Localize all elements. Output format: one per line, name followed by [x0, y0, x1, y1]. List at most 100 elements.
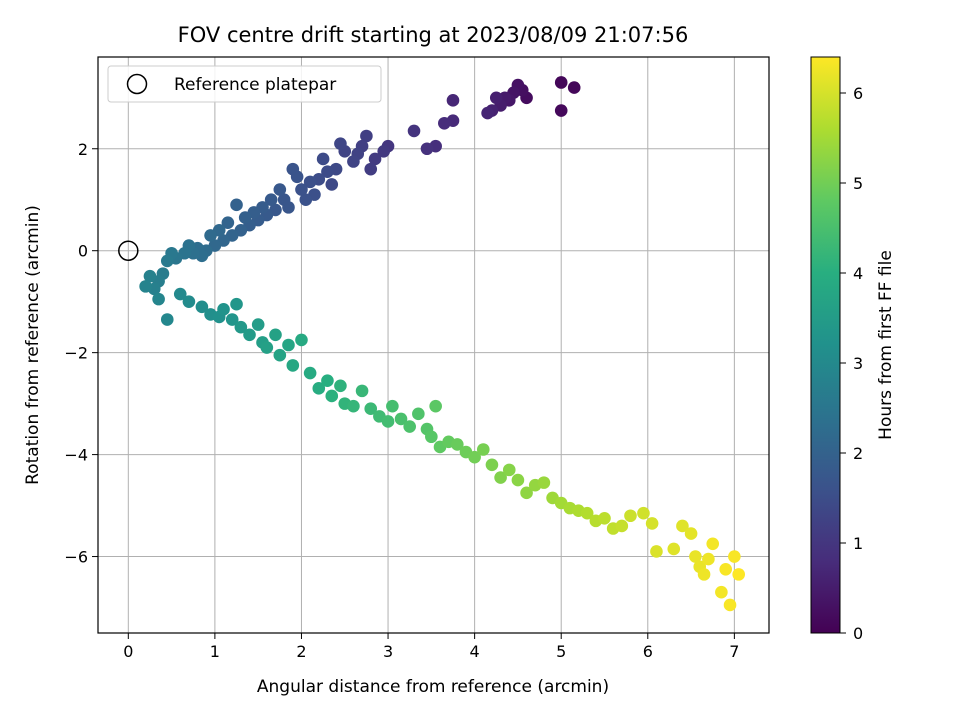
data-point [706, 537, 720, 551]
colorbar-tick-label: 6 [853, 84, 863, 103]
data-point [204, 229, 217, 242]
x-tick-label: 3 [383, 642, 393, 661]
plot-frame [97, 56, 770, 634]
y-tick-label: −6 [64, 548, 88, 567]
data-point [615, 519, 629, 533]
data-point [364, 402, 378, 416]
x-tick-label: 5 [556, 642, 566, 661]
data-point [537, 476, 551, 489]
data-point [476, 443, 490, 456]
y-tick-label: −4 [64, 446, 88, 465]
data-point [667, 542, 681, 556]
data-point [684, 527, 698, 540]
data-point [273, 183, 287, 196]
data-point [264, 193, 278, 207]
x-tick-label: 0 [123, 642, 133, 661]
data-point [481, 106, 494, 120]
data-point [728, 550, 741, 563]
data-point [676, 519, 689, 533]
legend-entry-label: Reference platepar [174, 75, 336, 95]
data-point [645, 517, 659, 530]
data-point [312, 382, 326, 395]
data-point [260, 341, 274, 354]
data-point [368, 152, 382, 166]
data-point [321, 165, 334, 178]
data-point [377, 145, 391, 158]
data-point [321, 374, 334, 387]
data-point [143, 269, 157, 283]
data-point [598, 512, 611, 525]
data-point [425, 430, 438, 444]
data-point [269, 328, 282, 342]
data-point [325, 178, 339, 191]
data-point [334, 379, 347, 393]
data-point [182, 295, 196, 308]
data-point [723, 598, 737, 612]
data-point [299, 193, 313, 207]
data-point [295, 183, 308, 196]
data-point [420, 142, 434, 156]
y-tick-label: 0 [78, 242, 88, 261]
data-point [381, 415, 395, 428]
x-tick-label: 4 [470, 642, 480, 661]
data-point [360, 129, 373, 143]
data-point [438, 116, 451, 130]
colorbar: 0 1 2 3 4 5 6 Hours from first FF file [810, 56, 896, 643]
data-point [277, 193, 291, 207]
data-point [238, 211, 252, 224]
data-point [650, 545, 663, 558]
data-point [567, 81, 581, 94]
data-point [468, 450, 481, 464]
data-point [386, 399, 399, 413]
data-point [303, 366, 317, 380]
data-point [394, 412, 408, 426]
y-axis-label: Rotation from reference (arcmin) [23, 205, 43, 485]
data-point [702, 552, 715, 566]
data-point [139, 280, 152, 293]
data-point [195, 300, 209, 314]
data-point [243, 328, 256, 342]
data-point [347, 399, 360, 413]
data-point [160, 313, 174, 326]
data-point [502, 463, 516, 477]
colorbar-tick-label: 2 [853, 444, 863, 463]
data-point [520, 486, 533, 500]
data-point [511, 473, 525, 487]
data-point [234, 320, 248, 334]
data-point [485, 458, 499, 472]
data-point [697, 568, 711, 581]
data-point [173, 287, 187, 301]
data-point [221, 216, 235, 229]
data-point [282, 338, 295, 352]
y-tick-label: 2 [78, 140, 88, 159]
x-tick-label: 6 [643, 642, 653, 661]
data-point [286, 359, 300, 372]
data-point [295, 333, 308, 347]
data-point [286, 162, 300, 176]
data-point [334, 137, 347, 150]
colorbar-tick-label: 0 [853, 624, 863, 643]
x-axis-ticks: 0 1 2 3 4 5 6 7 [123, 633, 739, 661]
colorbar-ticks: 0 1 2 3 4 5 6 [840, 84, 863, 643]
data-point [251, 318, 265, 331]
data-point [225, 313, 239, 326]
data-point [624, 509, 637, 523]
colorbar-gradient [810, 56, 841, 634]
data-point [719, 562, 733, 576]
data-point [637, 506, 650, 520]
data-point [446, 94, 460, 107]
data-point [273, 348, 287, 362]
data-point [494, 471, 507, 484]
colorbar-label: Hours from first FF file [876, 250, 896, 440]
y-axis-ticks: −6 −4 −2 0 2 [64, 140, 98, 567]
data-point [412, 407, 425, 421]
x-axis-label: Angular distance from reference (arcmin) [257, 677, 609, 697]
data-point [160, 254, 174, 268]
data-point [429, 399, 442, 413]
data-point [554, 76, 568, 89]
data-point [715, 585, 728, 599]
x-tick-label: 7 [729, 642, 739, 661]
data-point [152, 292, 165, 306]
y-tick-label: −2 [64, 344, 88, 363]
